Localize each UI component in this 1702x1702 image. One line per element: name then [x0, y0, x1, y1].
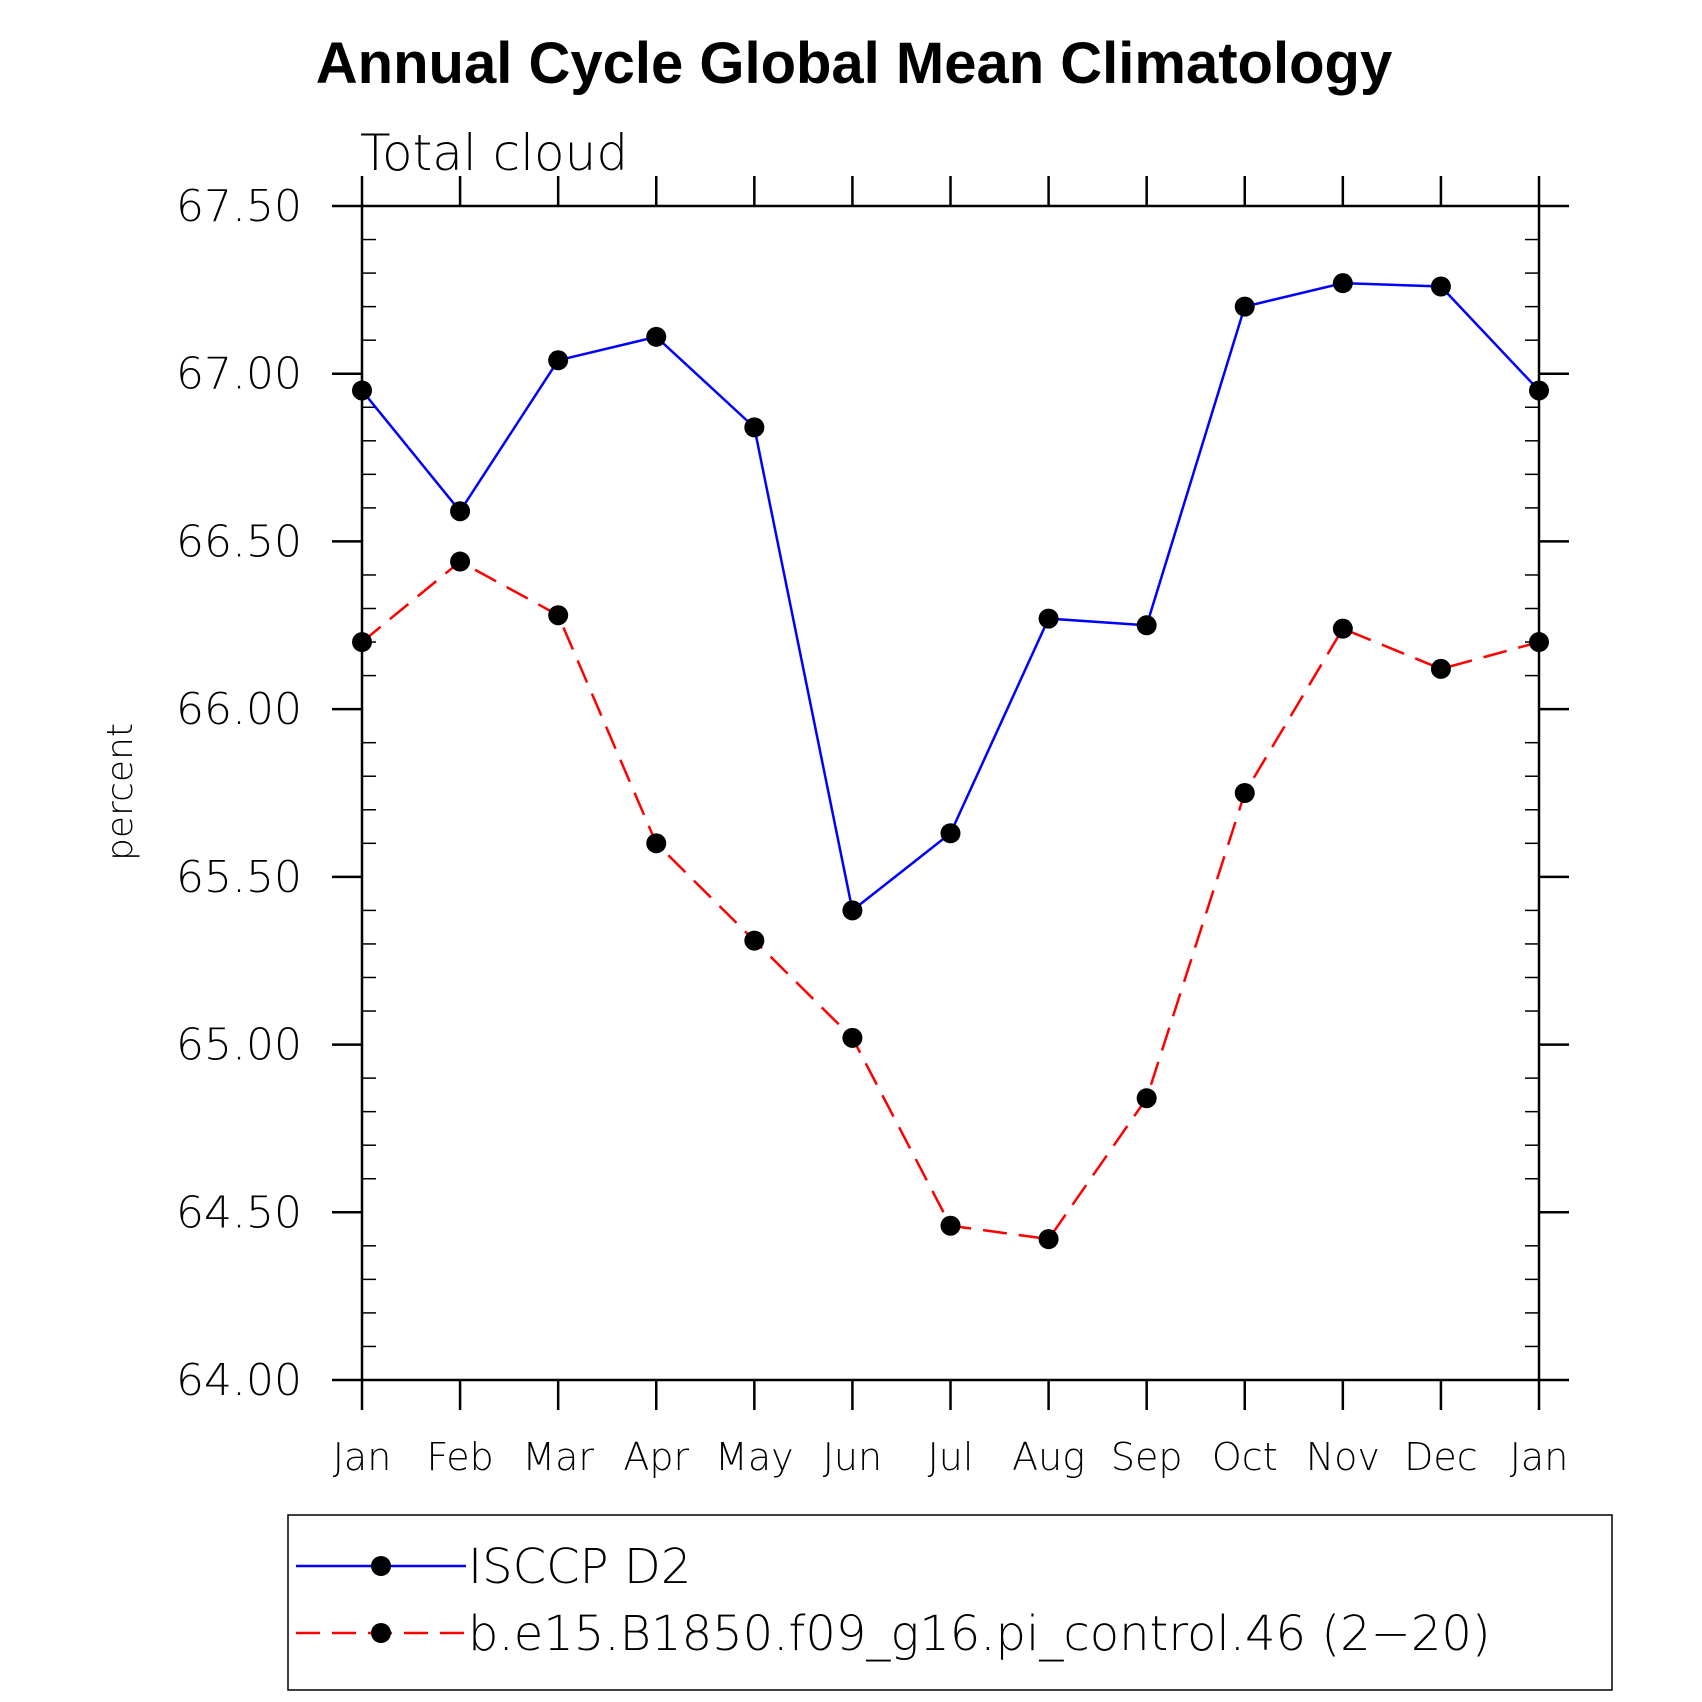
legend-marker: [371, 1623, 391, 1643]
y-tick-label: 65.00: [176, 1020, 302, 1071]
data-point: [548, 605, 569, 626]
y-axis-label: percent: [100, 723, 141, 861]
x-tick-label: Jun: [823, 1435, 882, 1479]
data-point: [1430, 658, 1451, 679]
data-point: [842, 900, 863, 921]
legend-entry: ISCCP D2: [296, 1539, 691, 1595]
data-point: [842, 1027, 863, 1048]
legend-marker: [371, 1556, 391, 1576]
data-point: [744, 417, 765, 438]
y-tick-label: 67.50: [176, 181, 302, 232]
y-tick-label: 67.00: [176, 349, 302, 400]
data-point: [450, 501, 471, 522]
data-point: [1234, 296, 1255, 317]
y-tick-labels: 64.00 64.50 65.00 65.50 66.00 66.50 67.00 67.50: [176, 181, 302, 1406]
y-tick-label: 65.50: [176, 852, 302, 903]
data-point: [548, 350, 569, 371]
y-tick-label: 64.00: [176, 1355, 302, 1406]
data-point: [1136, 615, 1157, 636]
data-point: [450, 551, 471, 572]
legend-label: ISCCP D2: [468, 1539, 691, 1595]
data-point: [940, 1215, 961, 1236]
data-point: [646, 326, 667, 347]
data-point: [940, 823, 961, 844]
x-tick-label: Mar: [522, 1435, 594, 1479]
x-tick-label: May: [715, 1435, 794, 1479]
chart-title: Annual Cycle Global Mean Climatology: [316, 31, 1392, 96]
data-point: [1332, 273, 1353, 294]
x-tick-label: Jan: [333, 1435, 392, 1479]
series-0: [352, 273, 1549, 921]
y-tick-label: 64.50: [176, 1187, 302, 1238]
x-tick-labels: Jan Feb Mar Apr May Jun Jul Aug Sep Oct Nov Dec Jan: [333, 1435, 1569, 1479]
data-point: [1038, 1229, 1059, 1250]
data-point: [1038, 608, 1059, 629]
x-tick-label: Apr: [623, 1435, 689, 1479]
y-tick-label: 66.50: [176, 516, 302, 567]
x-tick-label: Sep: [1111, 1435, 1183, 1479]
legend: ISCCP D2 b.e15.B1850.f09_g16.pi_control.4…: [296, 1539, 1491, 1662]
plot-frame: [360, 204, 1541, 1382]
data-point: [352, 380, 372, 401]
legend-entry: b.e15.B1850.f09_g16.pi_control.46 (2−20): [296, 1606, 1491, 1662]
x-tick-label: Aug: [1012, 1435, 1085, 1479]
data-point: [352, 632, 372, 653]
x-tick-label: Feb: [426, 1435, 493, 1479]
legend-box: [287, 1514, 1613, 1691]
data-point: [1529, 632, 1549, 653]
chart-subtitle: Total cloud: [360, 124, 628, 182]
data-point: [1136, 1088, 1157, 1109]
axis-ticks: [332, 176, 1569, 1410]
x-tick-label: Oct: [1212, 1435, 1278, 1479]
data-point: [1332, 618, 1353, 639]
data-point: [646, 833, 667, 854]
data-point: [744, 930, 765, 951]
x-tick-label: Dec: [1404, 1435, 1478, 1479]
x-tick-label: Jan: [1510, 1435, 1569, 1479]
x-tick-label: Jul: [928, 1435, 974, 1479]
data-point: [1234, 783, 1255, 803]
legend-label: b.e15.B1850.f09_g16.pi_control.46 (2−20): [468, 1606, 1491, 1662]
data-point: [1529, 380, 1549, 401]
series-1: [352, 551, 1549, 1250]
series-line: [361, 281, 1540, 913]
series-line: [361, 560, 1540, 1241]
series-layer: [352, 273, 1549, 1250]
y-tick-label: 66.00: [176, 684, 302, 735]
x-tick-label: Nov: [1306, 1435, 1380, 1479]
data-point: [1430, 276, 1451, 297]
